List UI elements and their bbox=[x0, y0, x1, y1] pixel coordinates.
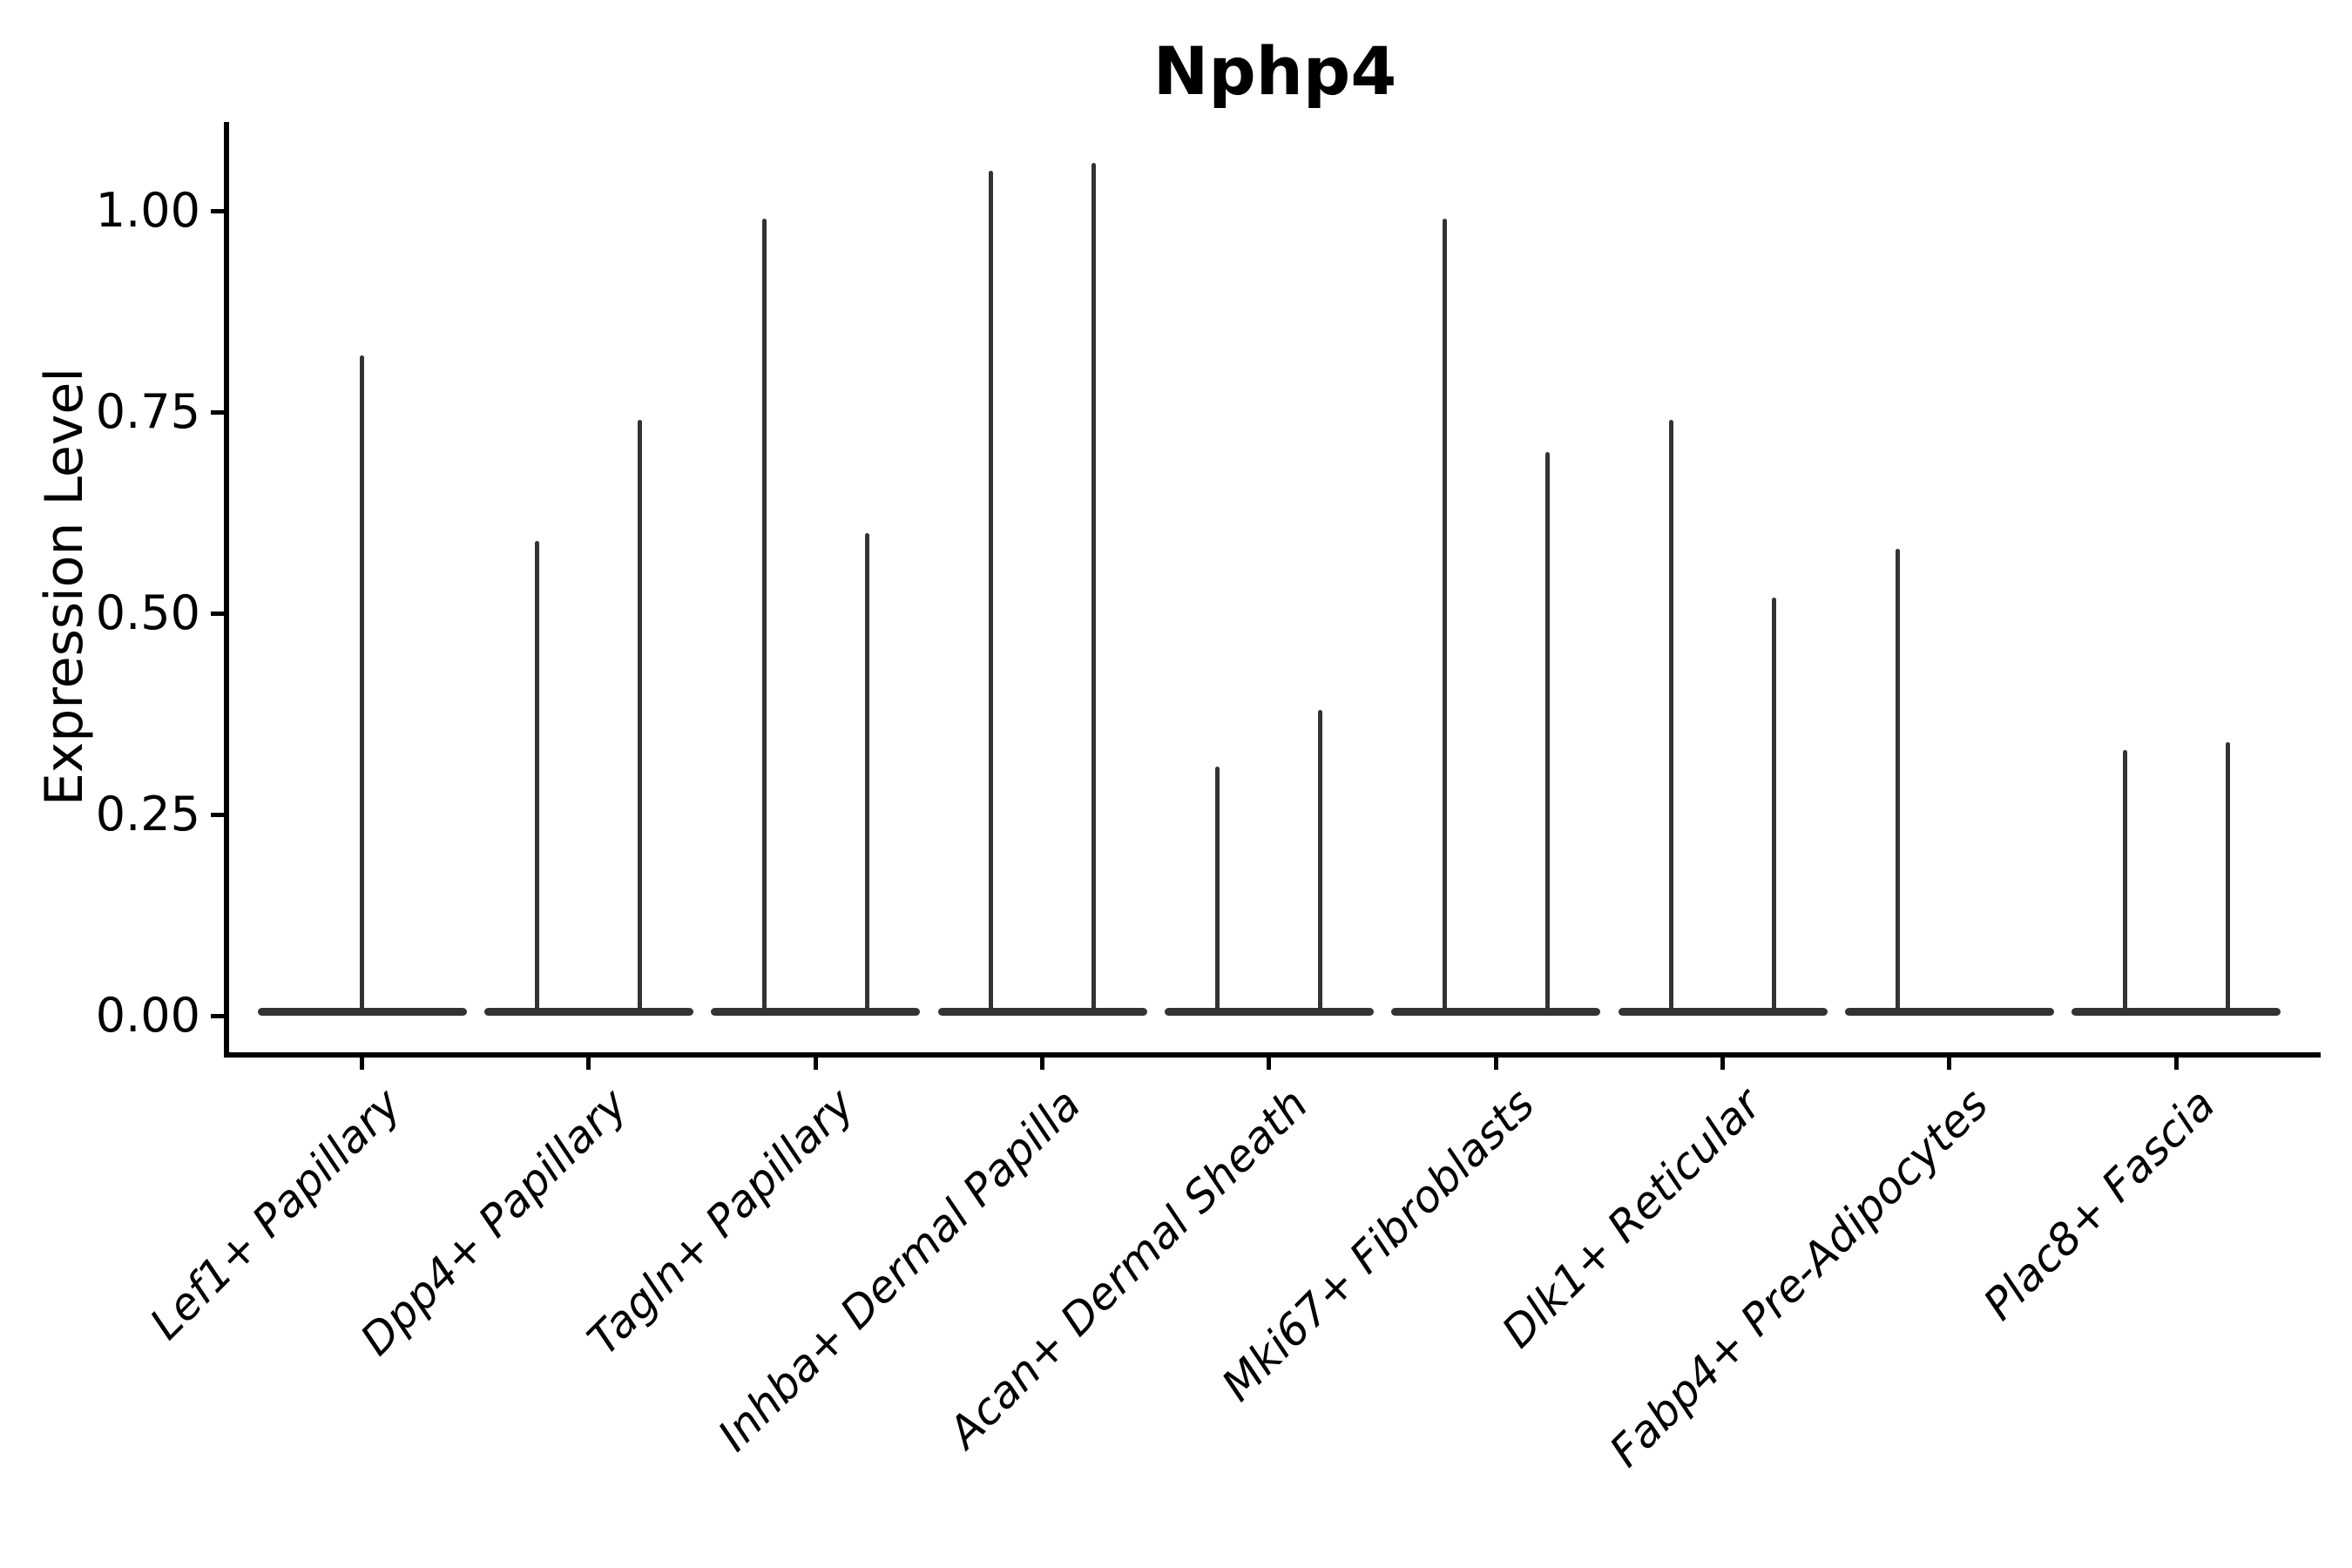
violin-spike-6-1 bbox=[1772, 597, 1777, 1012]
y-tick-mark-1 bbox=[211, 409, 224, 415]
violin-spike-3-1 bbox=[1092, 162, 1097, 1012]
y-tick-mark-4 bbox=[211, 1013, 224, 1018]
y-tick-mark-0 bbox=[211, 208, 224, 213]
violin-spike-3-0 bbox=[989, 170, 994, 1012]
y-tick-mark-3 bbox=[211, 812, 224, 817]
x-tick-mark-6 bbox=[1720, 1058, 1726, 1070]
plot-area bbox=[224, 122, 2321, 1058]
violin-spike-2-1 bbox=[864, 532, 869, 1012]
x-tick-mark-2 bbox=[813, 1058, 818, 1070]
y-tick-mark-2 bbox=[211, 611, 224, 616]
y-tick-label-2: 0.50 bbox=[95, 585, 200, 640]
x-tick-mark-8 bbox=[2173, 1058, 2179, 1070]
y-tick-label-4: 0.00 bbox=[95, 988, 200, 1043]
violin-base-4 bbox=[1164, 1008, 1374, 1016]
violin-spike-0-0 bbox=[360, 355, 364, 1012]
violin-spike-1-0 bbox=[535, 540, 540, 1012]
violin-spike-8-1 bbox=[2225, 741, 2230, 1012]
violin-spike-7-0 bbox=[1896, 549, 1901, 1012]
violin-base-7 bbox=[1844, 1008, 2054, 1016]
violin-spike-5-1 bbox=[1544, 452, 1550, 1012]
x-tick-mark-0 bbox=[360, 1058, 364, 1070]
violin-spike-6-0 bbox=[1669, 420, 1674, 1012]
x-category-label-0: Lef1+ Papillary bbox=[139, 1078, 411, 1349]
y-tick-label-0: 1.00 bbox=[95, 183, 200, 238]
x-category-label-3: Inhba+ Dermal Papilla bbox=[708, 1078, 1092, 1462]
x-category-label-8: Plac8+ Fascia bbox=[1973, 1078, 2225, 1330]
x-tick-mark-1 bbox=[586, 1058, 591, 1070]
violin-base-6 bbox=[1618, 1008, 1828, 1016]
y-tick-label-3: 0.25 bbox=[95, 787, 200, 841]
x-tick-mark-7 bbox=[1947, 1058, 1952, 1070]
violin-spike-4-1 bbox=[1318, 709, 1323, 1012]
violin-spike-8-0 bbox=[2122, 750, 2127, 1012]
chart-title: Nphp4 bbox=[1152, 32, 1397, 110]
x-tick-mark-5 bbox=[1493, 1058, 1498, 1070]
violin-spike-1-1 bbox=[638, 420, 643, 1012]
violin-spike-2-0 bbox=[761, 219, 767, 1012]
x-category-label-7: Fabp4+ Pre-Adipocytes bbox=[1600, 1078, 1998, 1477]
violin-base-2 bbox=[711, 1008, 921, 1016]
violin-spike-5-0 bbox=[1442, 219, 1447, 1012]
y-tick-label-1: 0.75 bbox=[95, 384, 200, 439]
violin-base-8 bbox=[2072, 1008, 2281, 1016]
x-tick-mark-4 bbox=[1267, 1058, 1272, 1070]
x-tick-mark-3 bbox=[1040, 1058, 1045, 1070]
violin-spike-4-0 bbox=[1215, 766, 1220, 1012]
violin-base-5 bbox=[1391, 1008, 1601, 1016]
violin-base-3 bbox=[937, 1008, 1147, 1016]
violin-base-1 bbox=[483, 1008, 693, 1016]
